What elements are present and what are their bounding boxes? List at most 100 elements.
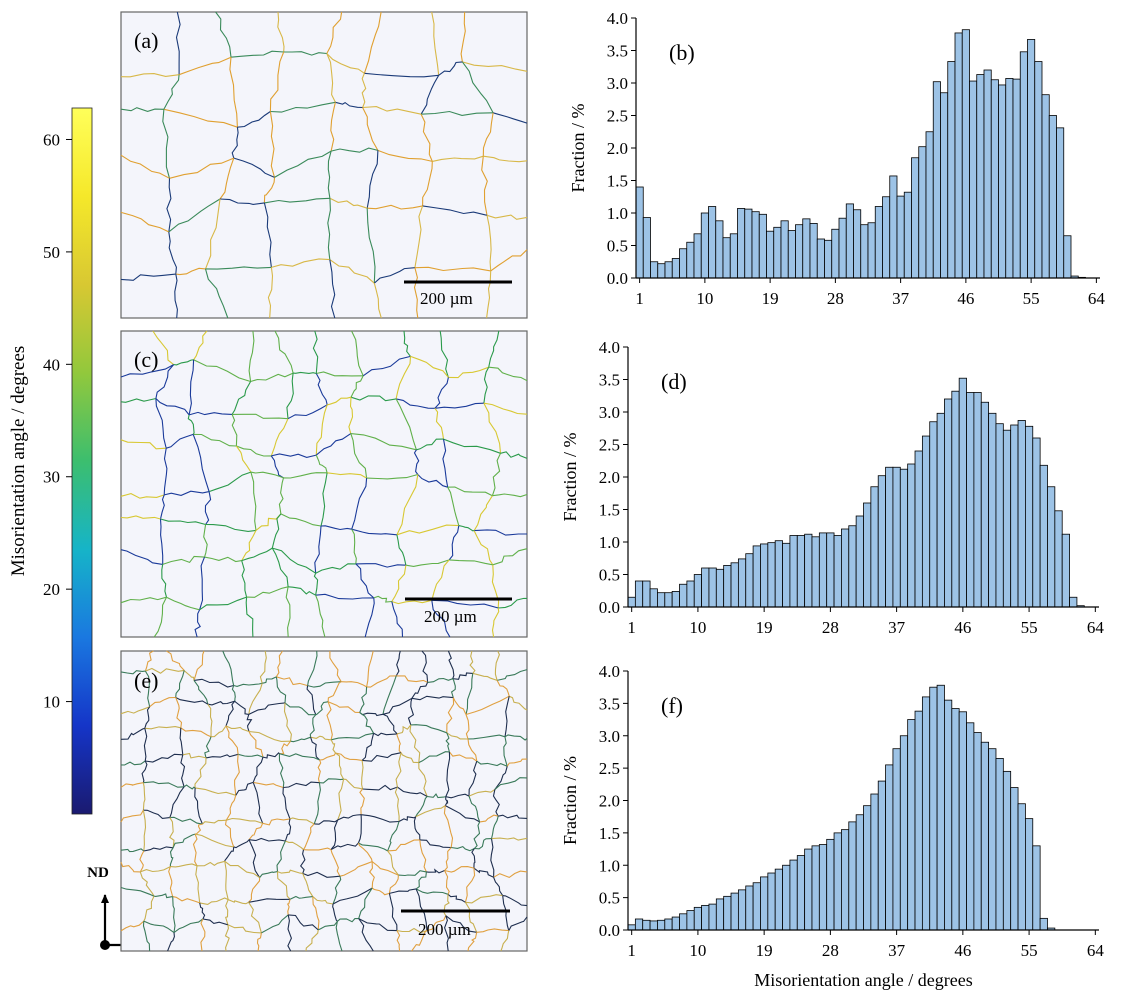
grain-boundary [200,918,206,952]
grain-boundary [163,448,168,495]
histogram-bar [796,855,806,931]
grain-boundary [476,928,509,933]
grain-boundary [315,373,328,405]
grain-boundary [419,839,452,849]
grain-boundary [215,11,232,58]
histogram-bar [693,906,702,931]
histogram-bar [998,84,1007,279]
grain-boundary [175,697,183,728]
histogram-bar [752,545,761,608]
grain-boundary [364,72,439,78]
grain-boundary [490,249,528,272]
grain-boundary [444,915,449,952]
histogram-bar [896,195,905,279]
grain-boundary [120,920,145,932]
grain-boundary [395,356,412,400]
histogram-bar [752,882,761,931]
grain-boundary [400,752,419,764]
grain-boundary [492,548,528,566]
grain-boundary [314,819,338,825]
grain-boundary [448,366,489,379]
grain-boundary [250,372,294,383]
grain-boundary [175,670,185,698]
grain-boundary [367,204,423,210]
x-tick-label: 1 [627,618,636,637]
grain-boundary [229,57,238,128]
grain-boundary [272,547,316,574]
grain-boundary [262,818,291,826]
histogram-bar [693,233,702,279]
grain-boundary [241,530,257,561]
histogram-bar [824,239,833,279]
grain-boundary [227,924,262,934]
grain-boundary [449,559,493,566]
histogram-bar [947,61,956,279]
x-tick-label: 28 [827,289,844,308]
histogram-bar [976,74,985,279]
grain-boundary [315,593,374,600]
grain-boundary [444,796,449,806]
grain-boundary [348,397,354,434]
grain-boundary [178,56,232,76]
y-tick-label: 2.0 [599,468,620,487]
y-tick-label: 0.0 [607,269,628,288]
grain-boundary [492,493,528,498]
grain-boundary [279,740,291,755]
histogram-bar [767,542,776,608]
grain-boundary [188,359,195,416]
grain-boundary [327,681,342,702]
grain-boundary [442,439,449,488]
map-a: (a) 200 µm [120,11,528,319]
grain-boundary [166,596,200,611]
histogram-bar [708,903,717,931]
histogram-bar [723,895,732,931]
map-panel-label: (c) [134,347,158,372]
histogram-bar [1056,127,1065,279]
histogram-bar [980,741,990,931]
grain-boundary [413,267,419,319]
grain-boundary [271,513,282,549]
grain-boundary [431,559,450,601]
grain-boundary [222,650,235,686]
grain-boundary [202,918,229,926]
histogram-bar [686,910,695,931]
histogram-bar [671,916,680,931]
grain-boundary [144,706,151,729]
grain-boundary [396,524,459,536]
histogram-bar [782,542,791,608]
histogram-bar [958,377,967,608]
grain-boundary [162,555,205,565]
histogram-bar [907,719,916,931]
grain-boundary [341,681,367,688]
grain-boundary [351,528,357,564]
histogram-bar [885,764,894,931]
grain-boundary [204,268,229,319]
histogram-bar [855,515,864,608]
grain-boundary [388,893,398,931]
histogram-bar [1063,235,1072,279]
histogram-bar [679,248,688,279]
histogram-bar [925,131,934,279]
grain-boundary [326,11,343,54]
grain-boundary [351,478,368,530]
grain-boundary [232,413,289,420]
histogram-bar [649,588,658,608]
histogram-bar [1047,486,1056,608]
histogram-bar [892,466,901,608]
grain-boundary [388,875,399,894]
grain-boundary [326,53,336,103]
histogram-bar [789,535,798,608]
grain-boundary [500,930,510,952]
grain-boundary [303,847,332,851]
y-tick-label: 2.0 [599,792,620,811]
histogram-bar [870,486,879,608]
grain-boundary [366,208,376,284]
grain-boundary [310,737,320,761]
histogram-bar [1041,94,1050,279]
grain-boundary [358,887,373,919]
grain-boundary [225,795,237,821]
histogram-bar [1005,78,1014,279]
grain-boundary [496,669,528,681]
grain-boundary [166,178,172,232]
grain-boundary [474,838,492,850]
